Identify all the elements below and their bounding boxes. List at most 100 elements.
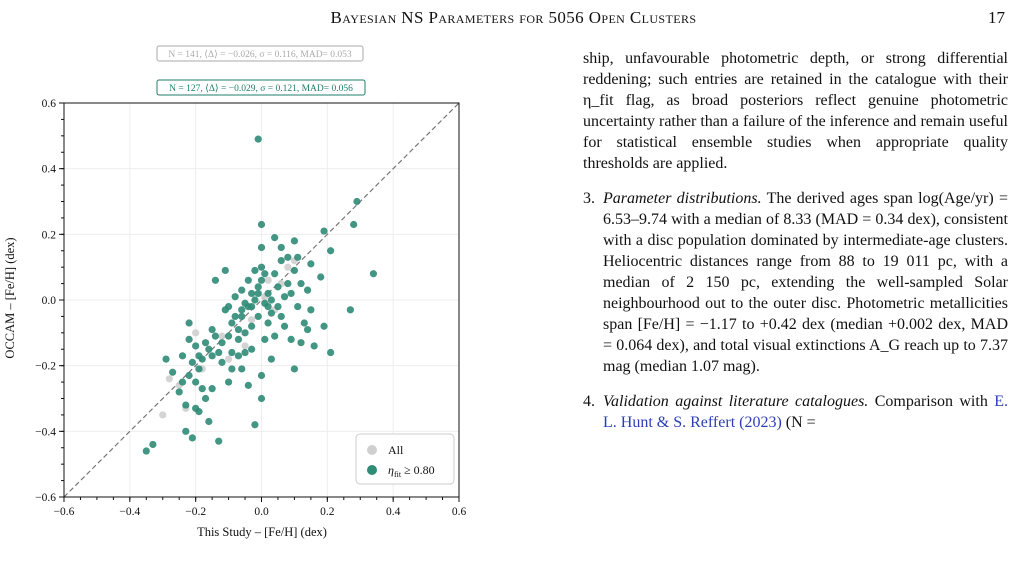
point-high-eta bbox=[234, 335, 243, 343]
point-high-eta bbox=[274, 283, 282, 291]
point-high-eta bbox=[241, 329, 249, 337]
y-tick-label: −0.2 bbox=[35, 361, 56, 373]
point-all bbox=[159, 411, 167, 419]
point-high-eta bbox=[271, 234, 279, 242]
legend: All ηfit ≥ 0.80 bbox=[355, 433, 455, 485]
list-item-4: 4. Validation against literature catalog… bbox=[583, 391, 1008, 433]
item-title: Parameter distributions. bbox=[603, 190, 762, 207]
point-high-eta bbox=[224, 378, 233, 386]
point-high-eta bbox=[353, 197, 361, 206]
point-high-eta bbox=[221, 266, 229, 275]
point-all bbox=[248, 316, 256, 324]
point-high-eta bbox=[248, 322, 256, 330]
point-high-eta bbox=[192, 378, 200, 386]
point-high-eta bbox=[178, 378, 187, 386]
point-high-eta bbox=[294, 253, 302, 261]
x-tick-label: 0.4 bbox=[386, 506, 401, 518]
point-high-eta bbox=[346, 306, 354, 314]
point-high-eta bbox=[254, 289, 262, 298]
point-high-eta bbox=[149, 440, 157, 449]
point-high-eta bbox=[175, 388, 183, 396]
point-high-eta bbox=[277, 312, 285, 321]
point-high-eta bbox=[201, 339, 210, 347]
point-high-eta bbox=[231, 312, 239, 321]
x-tick-label: 0.0 bbox=[254, 506, 269, 518]
y-tick-label: −0.4 bbox=[35, 426, 56, 438]
point-high-eta bbox=[271, 332, 279, 340]
point-high-eta bbox=[307, 306, 315, 314]
point-high-eta bbox=[261, 270, 269, 278]
point-high-eta bbox=[254, 312, 262, 321]
x-tick-label: 0.2 bbox=[320, 506, 335, 518]
stat-high-frame bbox=[156, 79, 366, 96]
point-high-eta bbox=[192, 342, 200, 350]
point-high-eta bbox=[185, 335, 193, 343]
point-high-eta bbox=[284, 279, 292, 288]
point-high-eta bbox=[238, 306, 246, 314]
point-high-eta bbox=[257, 220, 266, 229]
item-title: Validation against literature catalogues… bbox=[603, 393, 869, 410]
point-high-eta bbox=[251, 266, 259, 275]
point-high-eta bbox=[228, 319, 236, 327]
item-number: 4. bbox=[583, 393, 595, 410]
point-high-eta bbox=[287, 335, 295, 343]
point-high-eta bbox=[215, 437, 223, 445]
point-high-eta bbox=[208, 385, 216, 393]
point-high-eta bbox=[185, 319, 193, 327]
point-high-eta bbox=[244, 381, 252, 389]
point-high-eta bbox=[280, 322, 289, 330]
point-high-eta bbox=[248, 289, 256, 298]
point-high-eta bbox=[195, 352, 203, 360]
point-high-eta bbox=[310, 342, 318, 350]
point-high-eta bbox=[208, 325, 216, 334]
item-body: The derived ages span log(Age/yr) = 6.53… bbox=[603, 190, 1008, 375]
point-high-eta bbox=[254, 135, 262, 143]
x-tick-label: −0.2 bbox=[185, 506, 206, 518]
citation-link[interactable]: E. L. Hunt & S. Reffert (2023) bbox=[603, 393, 1009, 431]
running-header: Bayesian NS Parameters for 5056 Open Clu… bbox=[330, 8, 697, 27]
point-high-eta bbox=[178, 352, 187, 360]
point-high-eta bbox=[264, 302, 272, 311]
point-high-eta bbox=[182, 401, 190, 409]
point-high-eta bbox=[188, 434, 196, 442]
legend-marker-all bbox=[367, 445, 377, 455]
point-high-eta bbox=[231, 293, 239, 301]
point-high-eta bbox=[280, 293, 289, 301]
point-high-eta bbox=[251, 296, 259, 304]
point-all bbox=[264, 276, 272, 284]
point-high-eta bbox=[297, 279, 305, 288]
point-high-eta bbox=[218, 358, 226, 366]
intro-paragraph: ship, unfavourable photometric depth, or… bbox=[583, 50, 1008, 172]
item-number: 3. bbox=[583, 190, 595, 207]
series-high-eta bbox=[142, 135, 378, 455]
point-high-eta bbox=[257, 394, 266, 403]
point-all bbox=[165, 375, 173, 383]
point-high-eta bbox=[234, 352, 243, 360]
point-high-eta bbox=[162, 355, 170, 363]
point-high-eta bbox=[257, 276, 266, 284]
point-high-eta bbox=[257, 243, 266, 252]
point-high-eta bbox=[195, 408, 203, 416]
point-high-eta bbox=[254, 283, 262, 291]
point-high-eta bbox=[238, 312, 246, 321]
point-high-eta bbox=[188, 358, 196, 366]
point-high-eta bbox=[307, 260, 315, 268]
stat-box-high: N = 127, ⟨Δ⟩ = −0.029, σ = 0.121, MAD= 0… bbox=[156, 79, 366, 96]
point-high-eta bbox=[271, 270, 279, 278]
point-high-eta bbox=[261, 335, 269, 343]
point-high-eta bbox=[241, 299, 249, 307]
point-high-eta bbox=[327, 348, 335, 357]
identity-line bbox=[63, 102, 460, 498]
point-high-eta bbox=[369, 270, 378, 278]
point-high-eta bbox=[267, 296, 275, 304]
point-high-eta bbox=[224, 302, 233, 311]
page-number: 17 bbox=[988, 8, 1005, 27]
point-all bbox=[241, 342, 249, 350]
axis-ticks: −0.6 −0.6 −0.4 −0.4 −0.2 −0.2 0.0 0.0 0.2 0.2 0.4 0… bbox=[35, 98, 466, 518]
point-high-eta bbox=[205, 417, 213, 426]
point-high-eta bbox=[264, 319, 272, 327]
point-high-eta bbox=[234, 325, 243, 334]
point-high-eta bbox=[211, 332, 220, 340]
point-high-eta bbox=[248, 302, 256, 311]
point-high-eta bbox=[277, 243, 285, 252]
